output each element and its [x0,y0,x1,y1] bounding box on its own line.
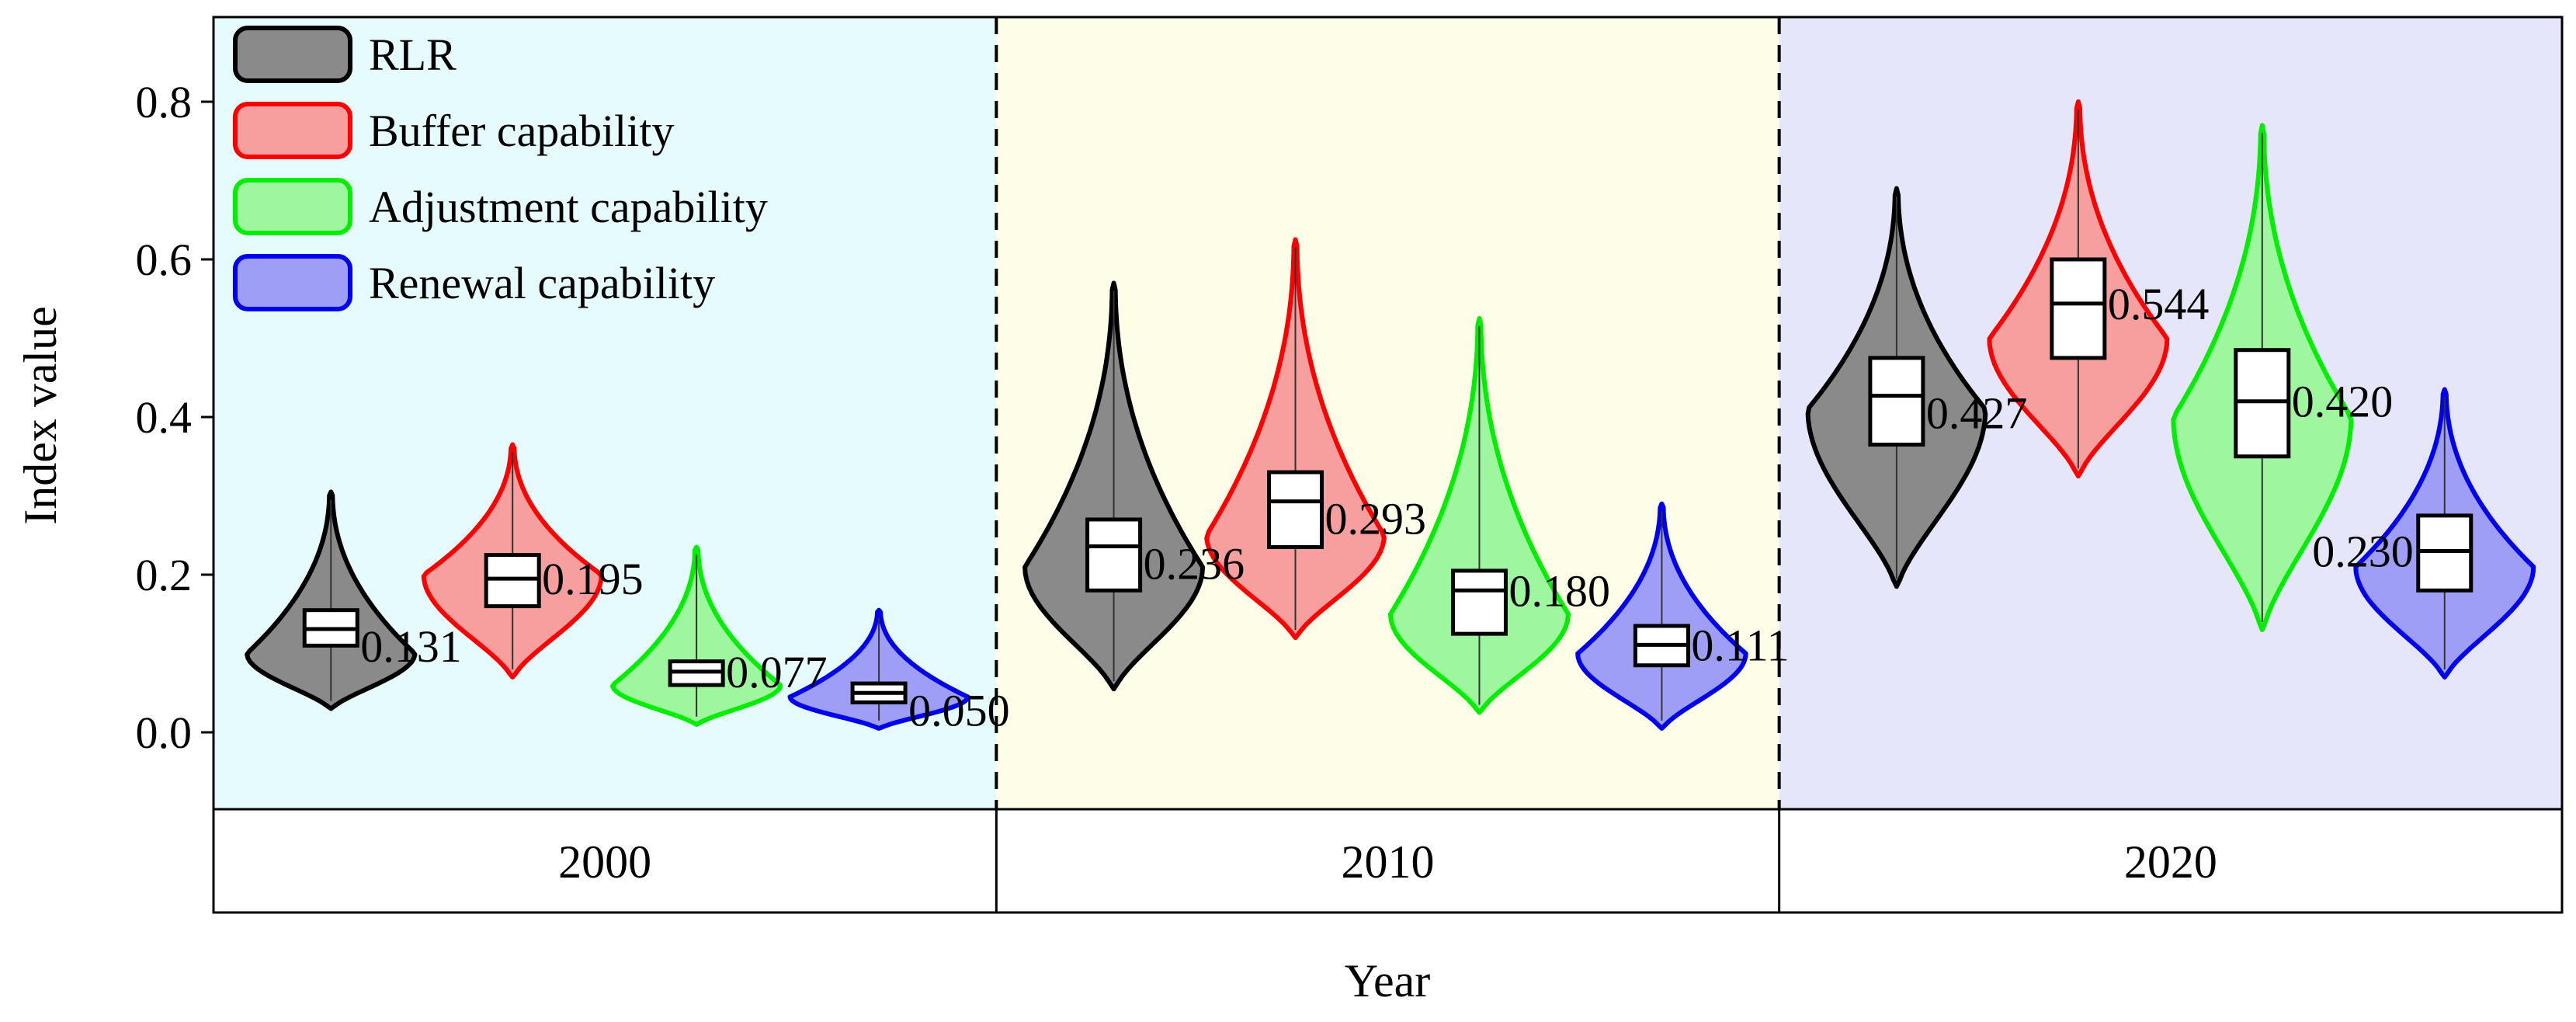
violin-2010-buffer-capability [1204,237,1387,641]
value-label-2010-3: 0.180 [1508,565,1610,616]
violin-2010-renewal-capability [1575,501,1748,731]
violin-2010-adjustment-capability [1388,316,1571,715]
value-label-2010-1: 0.236 [1144,538,1245,589]
y-tick-label: 0.0 [136,707,193,758]
legend-swatch [233,178,352,235]
panel-backgrounds [214,17,2562,809]
legend-label: RLR [369,30,457,80]
legend-swatch [233,102,352,159]
iqr-box [2416,513,2474,593]
iqr-box [1868,356,1925,447]
iqr-box [1267,470,1324,549]
plot-frame [212,16,2564,914]
value-labels: 0.131 0.195 0.077 0.050 0.236 0.293 0.180 0.111… [360,279,2414,735]
value-label-2000-4: 0.050 [908,685,1010,735]
year-strip: 2000 2010 2020 [558,809,2217,912]
violin-2000-renewal-capability [787,607,970,731]
legend-label: Renewal capability [369,258,715,308]
panel-separators [995,17,1781,809]
violins [245,99,2536,731]
y-axis-title: Index value [15,306,66,525]
violin-2010-rlr [1022,280,1206,692]
year-label-2010: 2010 [1342,836,1435,888]
legend-item-buffer-capability: Buffer capability [233,102,675,159]
violin-2020-buffer-capability [1987,99,2170,479]
legend-item-adjustment-capability: Adjustment capability [233,178,768,235]
strip-border [212,808,2564,914]
y-axis: 0.0 0.2 0.4 0.6 0.8 [136,77,214,758]
violin-2000-buffer-capability [421,442,604,680]
y-tick-label: 0.6 [136,235,193,285]
violin-2000-rlr [245,489,418,711]
legend-item-rlr: RLR [233,26,457,83]
x-axis-title: Year [1345,955,1431,1006]
value-label-2000-2: 0.195 [542,554,644,604]
violin-2020-renewal-capability [2353,387,2536,680]
violin-2020-adjustment-capability [2171,123,2354,632]
iqr-box [2050,257,2107,360]
legend: RLR Buffer capability Adjustment capabilit… [233,26,768,311]
legend-label: Adjustment capability [369,182,768,232]
value-label-2020-2: 0.544 [2108,279,2210,329]
year-label-2000: 2000 [558,836,651,888]
y-tick-label: 0.8 [136,77,193,127]
legend-swatch [233,254,352,311]
iqr-box [1085,517,1143,593]
value-label-2000-1: 0.131 [360,621,462,672]
violin-2020-rlr [1805,186,1988,589]
y-tick-label: 0.4 [136,392,193,443]
iqr-box [484,553,541,609]
year-label-2020: 2020 [2124,836,2217,888]
value-label-2010-4: 0.111 [1691,620,1789,670]
value-label-2020-4: 0.230 [2312,527,2414,577]
iqr-box [1450,568,1508,636]
legend-label: Buffer capability [369,106,675,156]
iqr-box [2234,348,2291,459]
legend-item-renewal-capability: Renewal capability [233,254,715,311]
violin-2000-adjustment-capability [610,544,783,727]
legend-swatch [233,26,352,83]
value-label-2020-1: 0.427 [1926,388,2028,439]
value-label-2020-3: 0.420 [2292,377,2394,427]
y-tick-label: 0.2 [136,550,193,600]
value-label-2010-2: 0.293 [1325,494,1427,544]
value-label-2000-3: 0.077 [726,647,827,697]
